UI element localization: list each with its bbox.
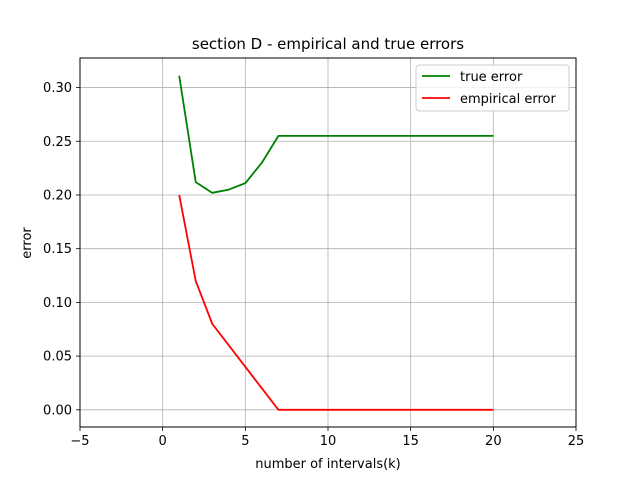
x-tick-label: 15 — [402, 434, 419, 449]
y-tick-label: 0.05 — [43, 350, 72, 365]
y-axis-label: error — [20, 227, 35, 259]
x-tick-label: −5 — [70, 434, 89, 449]
legend-box — [415, 64, 570, 112]
x-axis-label: number of intervals(k) — [255, 457, 401, 472]
x-tick-label: 10 — [320, 434, 337, 449]
x-tick-label: 5 — [241, 434, 249, 449]
y-tick-label: 0.25 — [43, 135, 72, 150]
y-tick-label: 0.15 — [43, 242, 72, 257]
x-tick-label: 25 — [568, 434, 585, 449]
legend-label: true error — [460, 70, 523, 85]
y-tick-label: 0.10 — [43, 296, 72, 311]
y-tick-label: 0.30 — [43, 81, 72, 96]
legend: true error empirical error — [415, 64, 570, 112]
y-tick-label: 0.00 — [43, 403, 72, 418]
legend-label: empirical error — [460, 92, 556, 107]
series-group — [178, 75, 494, 411]
ticks: −5 0 5 10 15 20 25 0.00 0.05 0.10 0.15 0.20 0.25 0.30 — [43, 81, 584, 449]
chart-title: section D - empirical and true errors — [192, 35, 464, 53]
series-line-empirical-error — [178, 194, 494, 411]
x-tick-label: 0 — [159, 434, 167, 449]
x-tick-label: 20 — [485, 434, 502, 449]
y-tick-label: 0.20 — [43, 188, 72, 203]
series-line-true-error — [178, 75, 494, 194]
